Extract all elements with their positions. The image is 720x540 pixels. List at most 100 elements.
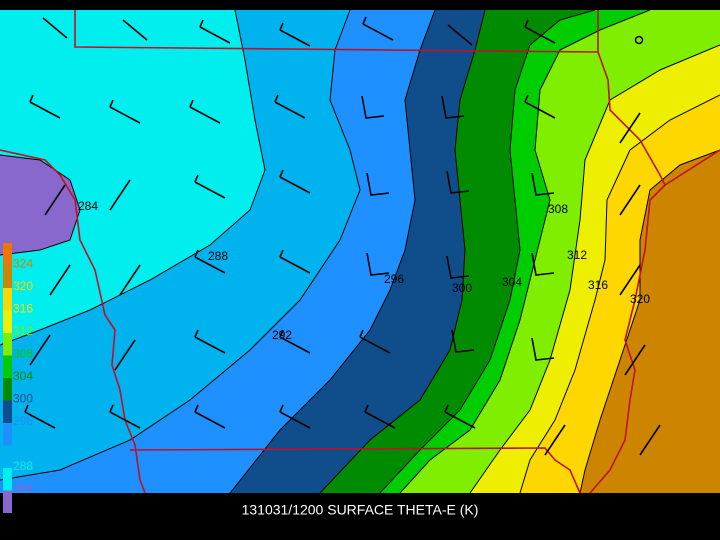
colorbar-swatch <box>3 243 12 266</box>
colorbar-swatch <box>3 423 12 446</box>
contour <box>319 9 486 494</box>
contour-label: 308 <box>548 202 568 216</box>
wind-barb <box>619 112 641 144</box>
contour-label: 288 <box>208 249 228 263</box>
band-284-288 <box>0 10 265 345</box>
wind-barb <box>624 344 646 376</box>
wind-barbs <box>24 16 661 456</box>
colorbar-swatch <box>3 378 12 401</box>
wind-barb <box>114 339 136 371</box>
contour-label: 304 <box>502 275 522 289</box>
wind-barb <box>189 99 221 124</box>
contours <box>0 9 720 494</box>
contour-label: 300 <box>452 281 472 295</box>
colorbar-swatch <box>3 490 12 513</box>
wind-barb <box>524 19 556 44</box>
wind-barb <box>524 94 556 119</box>
contour <box>519 94 720 494</box>
contour-label: 284 <box>78 199 98 213</box>
wind-barb <box>446 255 470 279</box>
colorbar-label: 292 <box>13 437 33 451</box>
theta-e-fill <box>0 10 720 493</box>
contour-labels: 284 288 292 296 300 304 308 312 316 320 <box>78 199 650 342</box>
wind-barb <box>199 19 231 44</box>
wind-barb <box>42 17 68 39</box>
wind-barb <box>24 404 56 429</box>
colorbar-label: 284 <box>13 482 33 496</box>
colorbar-swatch <box>3 355 12 378</box>
wind-barb <box>279 22 311 47</box>
colorbar-label: 324 <box>13 257 33 271</box>
colorbar-label: 296 <box>13 414 33 428</box>
colorbar-label: 312 <box>13 324 33 338</box>
colorbar-swatch <box>3 445 12 468</box>
contour <box>579 149 720 494</box>
wind-barb <box>279 169 311 194</box>
wind-barb <box>29 94 61 119</box>
wind-barb <box>194 404 226 429</box>
wind-barb <box>109 99 141 124</box>
colorbar: 324 320 316 312 308 304 300 296 292 288 284 <box>3 243 33 513</box>
colorbar-label: 308 <box>13 347 33 361</box>
wind-barb <box>446 170 470 194</box>
wind-barb <box>274 94 306 119</box>
wind-barb <box>279 329 311 354</box>
colorbar-swatch <box>3 310 12 333</box>
contour <box>469 44 720 494</box>
wind-barb <box>447 24 473 46</box>
band-below-284 <box>0 155 80 255</box>
wind-barb <box>29 334 51 366</box>
colorbar-swatch <box>3 265 12 288</box>
wind-barb <box>451 329 475 353</box>
wind-barb <box>531 172 555 196</box>
wind-barb <box>366 252 390 276</box>
colorbar-swatch <box>3 288 12 311</box>
contour <box>399 9 651 494</box>
wind-barb <box>531 252 555 276</box>
wind-barb <box>279 404 311 429</box>
contour <box>229 9 436 494</box>
colorbar-label: 316 <box>13 302 33 316</box>
colorbar-label: 288 <box>13 459 33 473</box>
colorbar-swatch <box>3 400 12 423</box>
contour-label: 316 <box>588 278 608 292</box>
contour-label: 312 <box>567 248 587 262</box>
wind-barb <box>109 404 141 429</box>
wind-barb <box>366 172 390 196</box>
colorbar-label: 320 <box>13 279 33 293</box>
contour-label: 296 <box>384 272 404 286</box>
colorbar-label: 300 <box>13 392 33 406</box>
wind-barb <box>122 19 148 41</box>
map-title: 131031/1200 SURFACE THETA-E (K) <box>242 502 479 518</box>
wind-barb <box>194 249 226 274</box>
border <box>0 149 146 494</box>
contour <box>0 154 81 256</box>
border <box>589 184 666 494</box>
border <box>74 10 599 53</box>
wind-barb <box>639 424 661 456</box>
wind-barb <box>364 404 396 429</box>
wind-barb <box>531 337 555 361</box>
contour <box>0 9 266 346</box>
wind-barb <box>194 174 226 199</box>
wind-barb <box>441 95 465 119</box>
wind-barb <box>359 329 391 354</box>
colorbar-label: 304 <box>13 369 33 383</box>
state-borders <box>0 10 720 494</box>
wind-barb <box>619 264 641 296</box>
wind-barb <box>361 95 385 119</box>
border <box>129 447 581 494</box>
contour <box>0 9 361 481</box>
wind-barb <box>119 264 141 296</box>
wind-barb <box>279 249 311 274</box>
wind-barb <box>109 179 131 211</box>
wind-barb <box>619 184 641 216</box>
wind-barb <box>544 424 566 456</box>
calm-marker <box>634 35 644 45</box>
wind-barb <box>194 329 226 354</box>
wind-barb <box>444 404 476 429</box>
wind-barb <box>49 264 71 296</box>
contour-label: 292 <box>272 328 292 342</box>
colorbar-swatch <box>3 468 12 491</box>
